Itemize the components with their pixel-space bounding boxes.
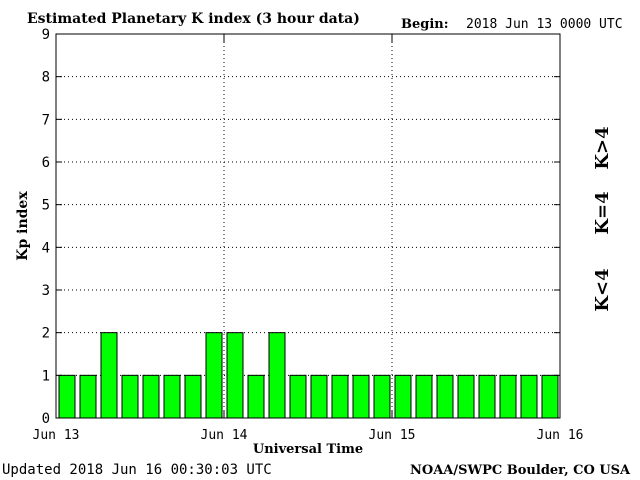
kp-bar bbox=[310, 374, 328, 419]
y-tick-label: 0 bbox=[42, 411, 50, 427]
y-tick-label: 2 bbox=[42, 326, 50, 342]
begin-value: 2018 Jun 13 0000 UTC bbox=[466, 17, 623, 32]
kp-bar bbox=[226, 332, 244, 419]
y-tick-label: 7 bbox=[42, 112, 50, 128]
y-axis-label: Kp index bbox=[15, 191, 31, 261]
x-tick-label: Jun 13 bbox=[33, 428, 80, 443]
kp-bar bbox=[184, 374, 202, 419]
kp-bar bbox=[142, 374, 160, 419]
legend-red: K>4 bbox=[592, 126, 613, 169]
x-tick-label: Jun 14 bbox=[201, 428, 248, 443]
y-tick-label: 4 bbox=[42, 240, 50, 256]
x-tick-label: Jun 16 bbox=[537, 428, 584, 443]
kp-bar bbox=[457, 374, 475, 419]
kp-bar bbox=[352, 374, 370, 419]
kp-bar bbox=[373, 374, 391, 419]
x-tick-label: Jun 15 bbox=[369, 428, 416, 443]
kp-bar bbox=[478, 374, 496, 419]
y-axis: 0 1 2 3 4 5 6 7 8 9 bbox=[42, 27, 560, 427]
kp-bar bbox=[58, 374, 76, 419]
bars bbox=[58, 332, 559, 419]
y-tick-label: 6 bbox=[42, 155, 50, 171]
x-axis: Jun 13 Jun 14 Jun 15 Jun 16 bbox=[33, 34, 584, 443]
x-axis-label: Universal Time bbox=[253, 442, 363, 457]
credit-text: NOAA/SWPC Boulder, CO USA bbox=[410, 463, 631, 478]
kp-bar bbox=[541, 374, 559, 419]
kp-bar bbox=[436, 374, 454, 419]
kp-bar bbox=[394, 374, 412, 419]
y-tick-label: 3 bbox=[42, 283, 50, 299]
y-tick-label: 5 bbox=[42, 198, 50, 214]
y-tick-label: 9 bbox=[42, 27, 50, 43]
kp-bar bbox=[100, 332, 118, 419]
kp-bar bbox=[79, 374, 97, 419]
kp-bar bbox=[289, 374, 307, 419]
y-tick-label: 1 bbox=[42, 368, 50, 384]
begin-label: Begin: bbox=[401, 17, 449, 32]
updated-timestamp: Updated 2018 Jun 16 00:30:03 UTC bbox=[2, 462, 272, 478]
kp-bar bbox=[205, 332, 223, 419]
grid-lines bbox=[56, 34, 560, 418]
kp-bar bbox=[121, 374, 139, 419]
kp-bar bbox=[163, 374, 181, 419]
kp-bar bbox=[520, 374, 538, 419]
chart-title: Estimated Planetary K index (3 hour data… bbox=[27, 11, 360, 27]
kp-bar bbox=[331, 374, 349, 419]
legend-green: K<4 bbox=[592, 268, 613, 311]
kp-bar bbox=[499, 374, 517, 419]
kp-bar bbox=[415, 374, 433, 419]
legend-yellow: K=4 bbox=[592, 191, 613, 234]
plot-frame bbox=[55, 33, 561, 419]
kp-bar bbox=[247, 374, 265, 419]
y-tick-label: 8 bbox=[42, 70, 50, 86]
kp-bar bbox=[268, 332, 286, 419]
